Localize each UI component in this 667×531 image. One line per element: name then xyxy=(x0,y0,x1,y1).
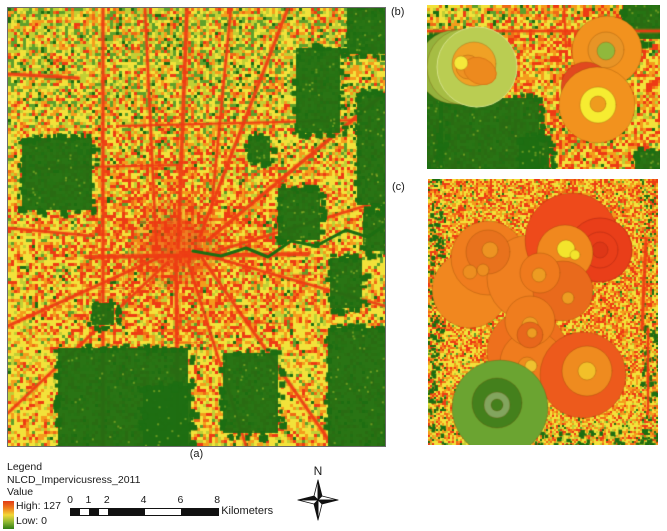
legend-color-ramp xyxy=(3,500,14,529)
legend: Legend NLCD_Impervicusress_2011 Value Hi… xyxy=(3,461,197,531)
scale-bar-tick-label: 4 xyxy=(140,494,147,506)
scale-bar-segment xyxy=(181,509,219,515)
scale-bar-segment xyxy=(71,509,81,515)
scale-bar-tick-label: 8 xyxy=(214,494,221,506)
map-panel-b xyxy=(427,5,660,169)
panel-a-label: (a) xyxy=(189,448,204,460)
scale-bar-unit: Kilometers xyxy=(221,505,274,517)
legend-layer-name: NLCD_Impervicusress_2011 xyxy=(7,473,141,486)
scale-bar-tick-label: 2 xyxy=(103,494,110,506)
map-panel-c xyxy=(428,179,658,445)
panel-c-label: (c) xyxy=(392,181,405,193)
panel-b-label: (b) xyxy=(391,6,405,18)
north-arrow: N xyxy=(296,464,340,527)
legend-high-label: High: 127 xyxy=(16,499,61,512)
scale-bar-segment xyxy=(98,509,108,515)
scale-bar-segment xyxy=(144,509,182,515)
north-arrow-icon xyxy=(297,479,339,521)
legend-value-label: Value xyxy=(7,486,34,498)
scale-bar-segment xyxy=(89,509,99,515)
legend-low-label: Low: 0 xyxy=(16,514,47,527)
scale-bar-line xyxy=(70,508,220,516)
scale-bar-segment xyxy=(107,509,145,515)
north-arrow-label: N xyxy=(313,464,323,478)
scale-bar-tick-label: 1 xyxy=(85,494,92,506)
scale-bar-segment xyxy=(80,509,90,515)
scale-bar-tick-label: 0 xyxy=(67,494,73,506)
legend-ramp-row: High: 127 Low: 0 xyxy=(3,499,197,531)
map-panel-a xyxy=(7,7,386,447)
scale-bar-tick-label: 6 xyxy=(177,494,184,506)
legend-title: Legend xyxy=(7,461,43,473)
